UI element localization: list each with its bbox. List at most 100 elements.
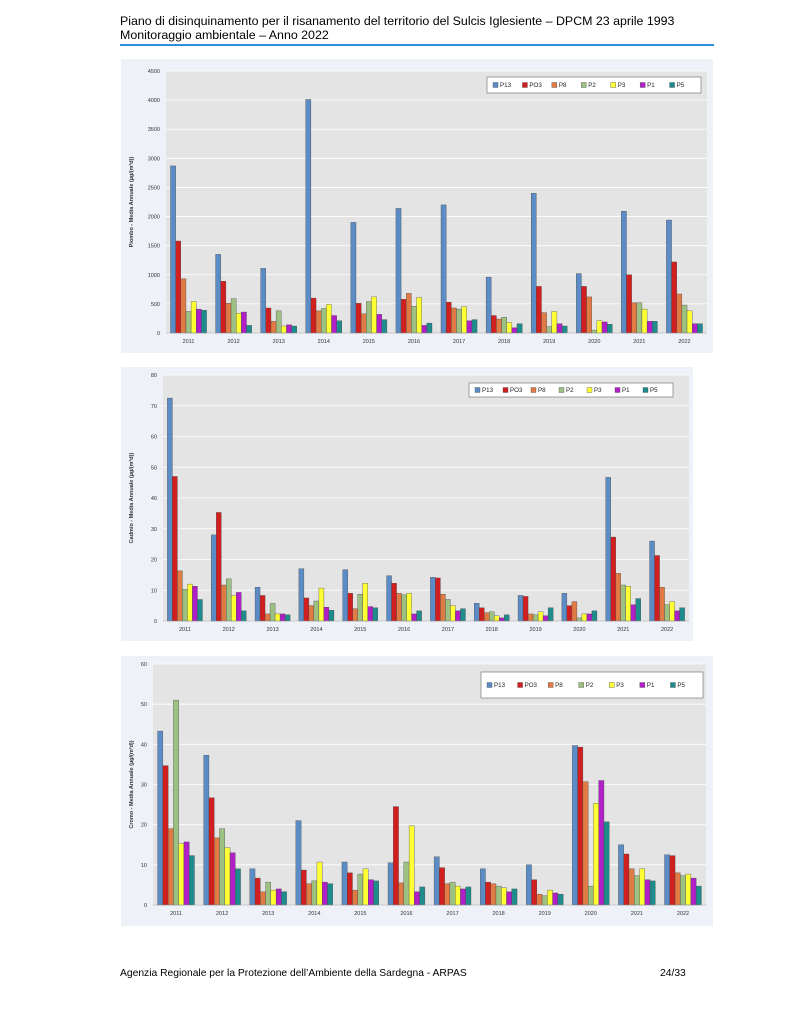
bar-P1-2016 bbox=[421, 325, 428, 334]
bar-P1-2011 bbox=[196, 308, 202, 334]
legend-label-P3: P3 bbox=[618, 82, 626, 89]
y-tick-label: 50 bbox=[141, 702, 147, 708]
bar-P3-2022 bbox=[686, 310, 693, 334]
bar-P8-2014 bbox=[315, 310, 322, 334]
bar-P8-2021 bbox=[628, 868, 635, 906]
bar-P13-2022 bbox=[649, 540, 655, 622]
bar-PO3-2020 bbox=[577, 746, 584, 906]
y-tick-label: 10 bbox=[151, 588, 157, 594]
bar-P5-2020 bbox=[606, 324, 613, 334]
bar-P3-2021 bbox=[641, 308, 648, 334]
x-tick-label: 2015 bbox=[354, 911, 366, 917]
bar-PO3-2021 bbox=[626, 274, 632, 334]
legend-label-P8: P8 bbox=[555, 682, 563, 689]
legend-label-P3: P3 bbox=[594, 387, 602, 394]
bar-PO3-2019 bbox=[536, 286, 542, 334]
bar-P3-2015 bbox=[362, 868, 369, 906]
bar-P2-2014 bbox=[321, 308, 327, 334]
y-tick-label: 4000 bbox=[148, 98, 160, 104]
bar-P3-2014 bbox=[318, 587, 325, 622]
bar-P13-2018 bbox=[474, 602, 480, 622]
bar-P5-2012 bbox=[246, 325, 252, 334]
legend-label-P5: P5 bbox=[677, 682, 685, 689]
bar-PO3-2022 bbox=[654, 555, 660, 622]
x-tick-label: 2021 bbox=[617, 627, 629, 633]
bar-P8-2011 bbox=[177, 570, 183, 622]
bar-P3-2018 bbox=[494, 615, 500, 622]
bar-P5-2017 bbox=[465, 886, 472, 906]
legend-swatch-P3 bbox=[586, 387, 593, 393]
legend-label-P8: P8 bbox=[538, 387, 546, 394]
bar-P13-2016 bbox=[387, 862, 394, 906]
y-tick-label: 50 bbox=[151, 465, 157, 471]
page-number: 24/33 bbox=[660, 968, 686, 979]
bar-P8-2020 bbox=[586, 296, 592, 334]
bar-P13-2019 bbox=[526, 864, 532, 906]
bar-P5-2013 bbox=[281, 891, 287, 906]
bar-P2-2013 bbox=[275, 310, 282, 334]
bar-PO3-2018 bbox=[479, 607, 485, 622]
bar-P3-2016 bbox=[416, 297, 422, 334]
bar-P3-2022 bbox=[685, 873, 692, 906]
bar-P3-2018 bbox=[501, 887, 507, 906]
bar-P5-2013 bbox=[284, 614, 291, 622]
bar-P1-2017 bbox=[466, 320, 473, 334]
legend-label-P2: P2 bbox=[586, 682, 594, 689]
x-tick-label: 2011 bbox=[170, 911, 182, 917]
x-tick-label: 2014 bbox=[310, 627, 322, 633]
bar-P5-2018 bbox=[504, 614, 510, 622]
x-tick-label: 2012 bbox=[223, 627, 235, 633]
bar-P8-2014 bbox=[306, 883, 312, 906]
bar-P13-2018 bbox=[485, 276, 492, 334]
legend-swatch-P8 bbox=[551, 82, 558, 88]
bar-P5-2016 bbox=[426, 322, 433, 334]
bar-P2-2021 bbox=[634, 875, 640, 906]
bar-P3-2011 bbox=[178, 843, 185, 906]
bar-P2-2018 bbox=[501, 317, 507, 334]
bar-P1-2017 bbox=[460, 888, 466, 906]
y-tick-label: 60 bbox=[141, 662, 147, 668]
cromo-bar-chart: 0 10 20 30 40 50 60 Cromo - Media Annuale (µg/(… bbox=[128, 662, 706, 917]
legend-swatch-P2 bbox=[581, 82, 587, 88]
bar-P5-2019 bbox=[547, 607, 554, 622]
x-tick-label: 2016 bbox=[408, 339, 420, 345]
bar-P5-2015 bbox=[381, 319, 388, 334]
x-tick-label: 2011 bbox=[183, 339, 195, 345]
bar-P13-2020 bbox=[572, 745, 578, 906]
x-tick-label: 2019 bbox=[529, 627, 541, 633]
bar-PO3-2011 bbox=[175, 240, 181, 334]
bar-P8-2016 bbox=[398, 882, 404, 906]
bar-P3-2020 bbox=[581, 613, 588, 622]
legend-label-PO3: PO3 bbox=[529, 82, 542, 89]
bar-PO3-2015 bbox=[355, 303, 362, 334]
bar-PO3-2016 bbox=[393, 806, 399, 906]
bar-P5-2014 bbox=[336, 320, 343, 334]
bar-P13-2014 bbox=[295, 820, 302, 906]
bar-P1-2019 bbox=[542, 615, 549, 622]
bar-P1-2011 bbox=[183, 841, 190, 906]
bar-P2-2015 bbox=[357, 873, 364, 906]
bar-P2-2012 bbox=[226, 578, 232, 622]
bar-P1-2013 bbox=[286, 324, 292, 334]
y-tick-label: 0 bbox=[144, 903, 147, 909]
bar-P3-2021 bbox=[625, 586, 631, 622]
y-tick-label: 3500 bbox=[148, 127, 160, 133]
x-tick-label: 2019 bbox=[539, 911, 551, 917]
x-tick-label: 2021 bbox=[631, 911, 643, 917]
bar-P8-2021 bbox=[631, 302, 637, 334]
bar-P5-2020 bbox=[603, 821, 610, 906]
bar-P2-2019 bbox=[532, 614, 539, 622]
legend-swatch-P3 bbox=[610, 82, 616, 88]
legend-swatch-P1 bbox=[639, 682, 646, 688]
bar-P3-2011 bbox=[190, 301, 197, 334]
bar-P5-2012 bbox=[241, 610, 247, 622]
bar-P3-2012 bbox=[236, 313, 242, 334]
legend-swatch-P5 bbox=[642, 387, 649, 393]
bar-P1-2021 bbox=[644, 879, 651, 906]
y-tick-label: 2000 bbox=[148, 215, 160, 221]
bar-P2-2020 bbox=[587, 885, 594, 906]
bar-P8-2020 bbox=[571, 601, 578, 622]
legend-swatch-P13 bbox=[486, 682, 493, 688]
bar-P8-2017 bbox=[444, 883, 451, 906]
bar-P2-2020 bbox=[576, 617, 583, 622]
